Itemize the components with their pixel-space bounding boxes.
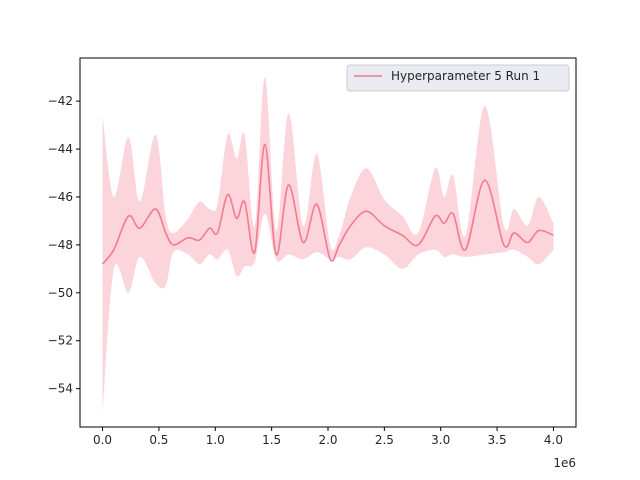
x-tick-label: 0.0: [93, 433, 112, 447]
x-tick-label: 2.5: [375, 433, 394, 447]
series-0-confidence-band: [102, 77, 554, 413]
x-tick-label: 2.0: [318, 433, 337, 447]
x-tick-label: 3.0: [431, 433, 450, 447]
x-axis: 0.0 0.5 1.0 1.5 2.0 2.5 3.0 3.5 4.0: [93, 427, 563, 447]
y-tick-label: −46: [48, 190, 73, 204]
x-tick-label: 4.0: [544, 433, 563, 447]
legend-box: [346, 64, 570, 92]
y-tick-label: −54: [48, 382, 73, 396]
y-tick-label: −52: [48, 334, 73, 348]
x-tick-label: 0.5: [149, 433, 168, 447]
x-tick-label: 3.5: [488, 433, 507, 447]
series-layer: [101, 77, 554, 413]
series-0-line: [101, 143, 554, 265]
y-axis: −54 −52 −50 −48 −46 −44 −42: [48, 94, 80, 396]
legend-label: Hyperparameter 5 Run 1: [391, 69, 540, 83]
x-tick-label: 1.5: [262, 433, 281, 447]
y-tick-label: −42: [48, 94, 73, 108]
x-tick-label: 1.0: [206, 433, 225, 447]
y-tick-label: −44: [48, 142, 73, 156]
y-tick-label: −48: [48, 238, 73, 252]
y-tick-label: −50: [48, 286, 73, 300]
x-offset-label: 1e6: [553, 456, 576, 470]
legend: Hyperparameter 5 Run 1: [346, 64, 570, 92]
